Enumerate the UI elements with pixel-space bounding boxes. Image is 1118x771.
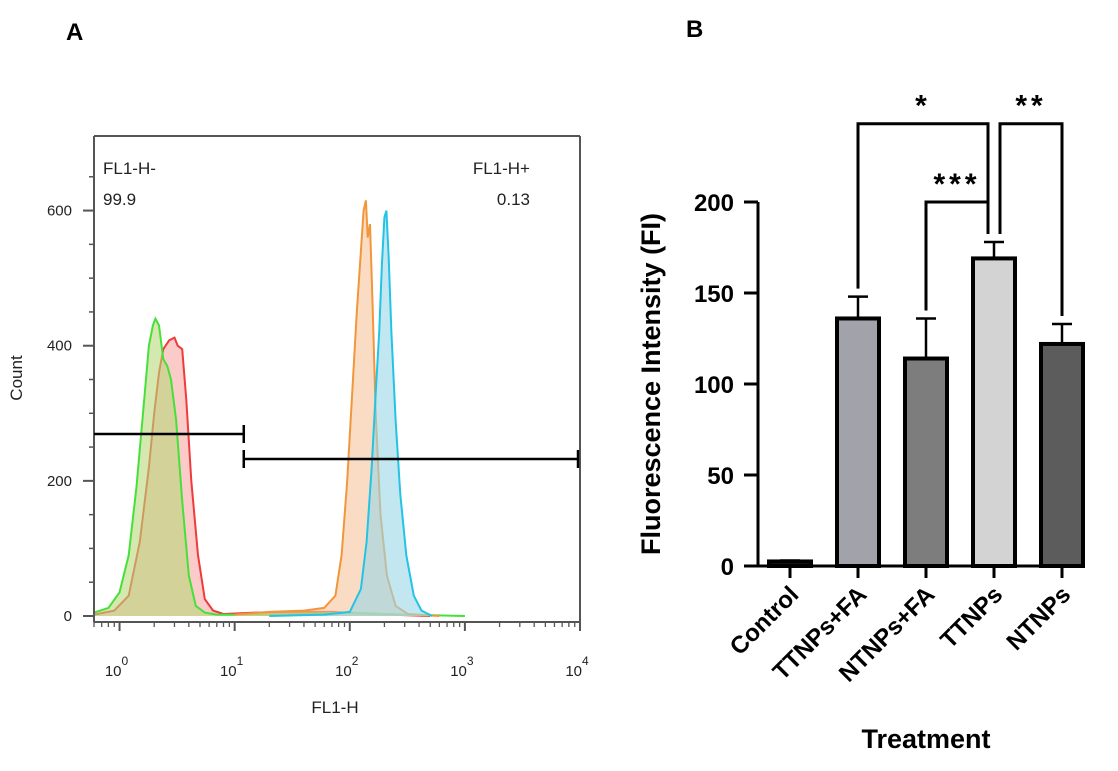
bar-ntnps-fa bbox=[903, 356, 949, 568]
histogram-gates bbox=[94, 425, 580, 468]
bar-x-tick-label-4: NTNPs bbox=[1002, 581, 1077, 656]
bar-x-axis-title: Treatment bbox=[861, 724, 990, 754]
significance-label-2: ** bbox=[1015, 90, 1046, 123]
bar-series-group bbox=[767, 240, 1085, 569]
gate-negative-value: 99.9 bbox=[103, 190, 136, 209]
bar-x-tick-label-3: TTNPs bbox=[935, 581, 1008, 654]
panel-a-label: A bbox=[66, 19, 83, 46]
histogram-area-1 bbox=[94, 318, 465, 616]
histogram-area-2 bbox=[234, 200, 440, 616]
histogram-y-tick-label-0: 0 bbox=[64, 608, 72, 625]
histogram-area-3 bbox=[269, 210, 433, 616]
histogram-x-ticks: 100 101 102 103 104 bbox=[93, 622, 589, 680]
flow-histogram-panel: 0 200 400 600 100 101 102 103 104 FL1-H- 99.9 F… bbox=[7, 135, 589, 717]
significance-bracket-2 bbox=[998, 122, 1064, 316]
gate-positive-label: FL1-H+ bbox=[473, 159, 530, 178]
significance-brackets: ****** bbox=[856, 90, 1064, 316]
histogram-y-ticks: 0 200 400 600 bbox=[47, 176, 94, 625]
histogram-x-axis-title: FL1-H bbox=[311, 698, 358, 717]
panel-b-label: B bbox=[686, 16, 703, 43]
gate-negative-label: FL1-H- bbox=[103, 159, 156, 178]
significance-bracket-0 bbox=[856, 122, 990, 289]
histogram-line-3 bbox=[269, 210, 433, 617]
bar-y-tick-label-2: 100 bbox=[694, 372, 734, 399]
histogram-x-tick-label-3: 103 bbox=[450, 654, 474, 680]
bar-chart-panel: 0 50 100 150 200 ControlTTNPs+FANTNPs+FATTNP… bbox=[636, 90, 1085, 754]
bar-y-tick-label-4: 200 bbox=[694, 190, 734, 217]
bar-y-tick-label-1: 50 bbox=[707, 463, 734, 490]
gate-positive-value: 0.13 bbox=[497, 190, 530, 209]
bar-y-tick-label-3: 150 bbox=[694, 281, 734, 308]
bar-ttnps bbox=[971, 256, 1017, 568]
histogram-line-2 bbox=[234, 200, 440, 617]
bar-y-ticks: 0 50 100 150 200 bbox=[694, 190, 758, 581]
significance-label-0: * bbox=[915, 90, 931, 123]
histogram-y-tick-label-3: 600 bbox=[47, 203, 72, 220]
histogram-x-tick-label-1: 101 bbox=[220, 654, 244, 680]
histogram-series-group bbox=[93, 200, 465, 617]
histogram-y-tick-label-2: 400 bbox=[47, 338, 72, 355]
bar-y-axis-title: Fluorescence Intensity (FI) bbox=[636, 213, 666, 555]
histogram-x-tick-label-2: 102 bbox=[335, 654, 359, 680]
histogram-x-tick-label-4: 104 bbox=[565, 654, 589, 680]
histogram-y-axis-title: Count bbox=[7, 355, 26, 401]
bar-ntnps bbox=[1039, 341, 1085, 568]
bar-y-tick-label-0: 0 bbox=[721, 554, 734, 581]
histogram-line-1 bbox=[93, 316, 465, 617]
histogram-x-tick-label-0: 100 bbox=[105, 654, 129, 680]
bar-ttnps-fa bbox=[835, 316, 881, 569]
significance-bracket-1 bbox=[924, 200, 990, 311]
significance-label-1: *** bbox=[933, 168, 980, 201]
histogram-y-tick-label-1: 200 bbox=[47, 473, 72, 490]
